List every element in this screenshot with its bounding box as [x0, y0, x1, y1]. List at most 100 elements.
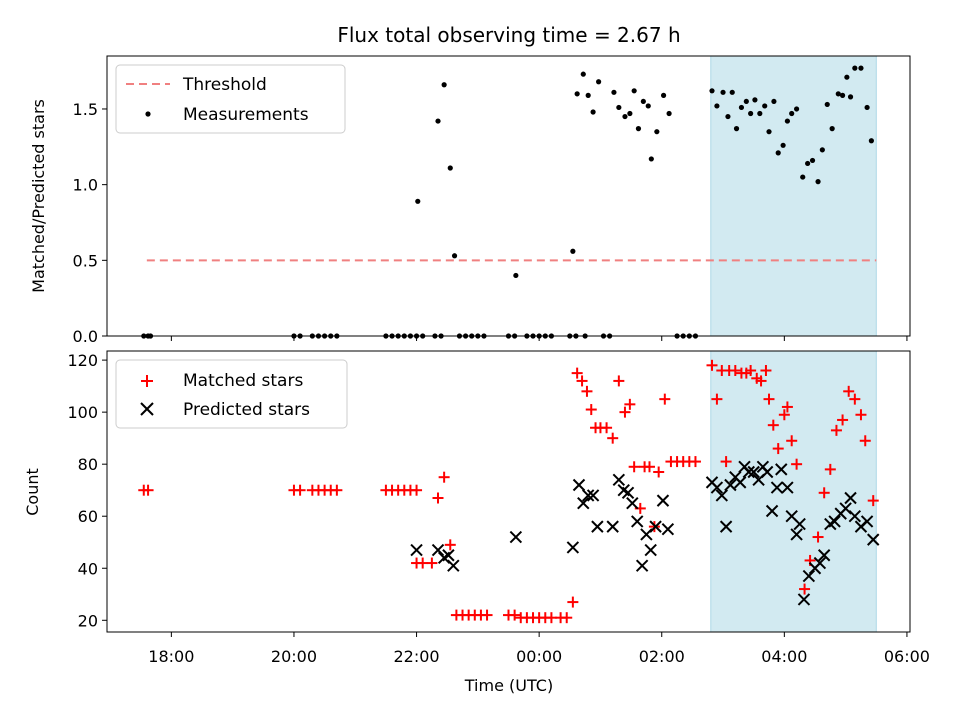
predicted-star-point	[742, 465, 755, 479]
matched-star-point	[444, 539, 456, 551]
measurement-point	[635, 126, 642, 132]
matched-star-point	[571, 367, 583, 379]
predicted-star-point	[577, 497, 590, 510]
predicted-star-point	[790, 528, 803, 541]
predicted-star-point	[606, 520, 619, 533]
observing-window-shade-bottom	[710, 350, 877, 633]
matched-star-point	[786, 435, 798, 447]
measurement-point	[415, 198, 421, 204]
matched-star-point	[772, 443, 784, 455]
measurement-point	[733, 126, 740, 132]
matched-star-point	[417, 557, 429, 569]
ratio-y-tick-label: 0.5	[73, 251, 98, 270]
matched-stars-points	[138, 359, 879, 624]
count-legend-box	[115, 359, 348, 429]
measurement-point	[766, 129, 772, 135]
measurement-point	[590, 109, 596, 115]
count-legend: Matched stars Predicted stars	[115, 359, 348, 429]
measurement-point	[762, 103, 768, 109]
measurement-point	[435, 118, 441, 124]
predicted-star-point	[719, 520, 733, 533]
matched-star-point	[411, 484, 423, 496]
matched-star-point	[331, 484, 343, 496]
measurement-point	[752, 97, 758, 103]
matched-star-point	[830, 424, 842, 436]
matched-star-point	[711, 393, 723, 405]
predicted-star-point	[733, 476, 747, 489]
measurement-point	[631, 88, 637, 94]
count-y-tick-label: 120	[67, 351, 98, 370]
predicted-star-point	[775, 463, 788, 476]
matched-star-point	[760, 365, 772, 377]
matched-star-point	[581, 385, 593, 397]
measurement-point	[720, 89, 726, 95]
matched-legend-label: Matched stars	[183, 371, 303, 391]
measurement-point	[725, 113, 731, 120]
measurement-point	[809, 157, 816, 164]
predicted-star-point	[848, 510, 862, 523]
predicted-star-point	[860, 515, 874, 528]
measurement-point	[622, 113, 628, 120]
matched-star-point	[689, 456, 701, 468]
observing-window-bottom	[710, 350, 877, 633]
matched-star-point	[859, 435, 871, 447]
matched-star-point	[438, 471, 450, 483]
measurement-point	[839, 92, 846, 98]
matched-star-point	[837, 414, 849, 426]
matched-star-point	[624, 398, 636, 410]
measurement-point	[666, 110, 672, 117]
matched-star-point	[767, 419, 779, 431]
matched-star-point	[607, 432, 619, 444]
predicted-star-point	[586, 489, 600, 502]
predicted-star-point	[802, 569, 816, 583]
measurement-point	[858, 65, 864, 71]
matched-star-point	[576, 375, 588, 387]
matched-star-point	[432, 492, 444, 504]
predicted-star-point	[817, 549, 831, 562]
matched-star-point	[855, 409, 867, 421]
ratio-legend: Threshold Measurements	[115, 64, 346, 134]
matched-star-point	[601, 422, 613, 434]
matched-star-point	[585, 404, 597, 416]
predicted-star-point	[631, 515, 644, 528]
measurement-point	[784, 118, 791, 124]
count-y-tick-label: 100	[67, 403, 98, 422]
x-tick-label: 20:00	[271, 647, 317, 666]
matched-star-point	[628, 461, 640, 473]
matched-star-point	[763, 393, 775, 405]
matched-star-point	[818, 487, 830, 499]
count-y-axis-label: Count	[23, 468, 42, 516]
predicted-star-point	[612, 473, 626, 486]
measurement-point	[660, 92, 667, 98]
ratio-y-tick-label: 1.0	[73, 176, 98, 195]
predicted-star-point	[649, 520, 662, 533]
predicted-star-point	[793, 517, 806, 531]
x-tick-label: 00:00	[516, 647, 562, 666]
matched-star-point	[791, 458, 803, 470]
matched-legend-marker	[141, 375, 153, 387]
measurement-point	[789, 110, 795, 117]
measurement-point	[748, 110, 754, 117]
measurement-point	[793, 106, 800, 112]
ratio-y-tick-label: 1.5	[73, 100, 98, 119]
measurement-point	[596, 79, 602, 85]
matched-star-point	[567, 596, 579, 608]
ratio-y-tick-label: 0.0	[73, 327, 98, 346]
measurement-point	[835, 91, 841, 97]
measurement-point	[743, 98, 749, 105]
predicted-star-point	[813, 556, 827, 570]
predicted-star-point	[828, 515, 841, 528]
count-axes: 18:00 20:00 22:00 00:00 02:00 04:00 06:00 20 40 6…	[67, 351, 930, 666]
predicted-star-point	[431, 543, 445, 557]
predicted-star-point	[572, 478, 586, 492]
threshold-legend-label: Threshold	[182, 75, 267, 95]
measurement-point	[627, 110, 633, 117]
predicted-star-point	[760, 465, 774, 479]
measurement-point	[844, 74, 850, 80]
measurement-point	[648, 156, 654, 162]
matched-star-point	[799, 583, 811, 595]
measurement-point	[574, 91, 580, 97]
x-tick-label: 06:00	[884, 647, 930, 666]
predicted-star-point	[715, 489, 729, 502]
x-tick-label: 18:00	[148, 647, 194, 666]
